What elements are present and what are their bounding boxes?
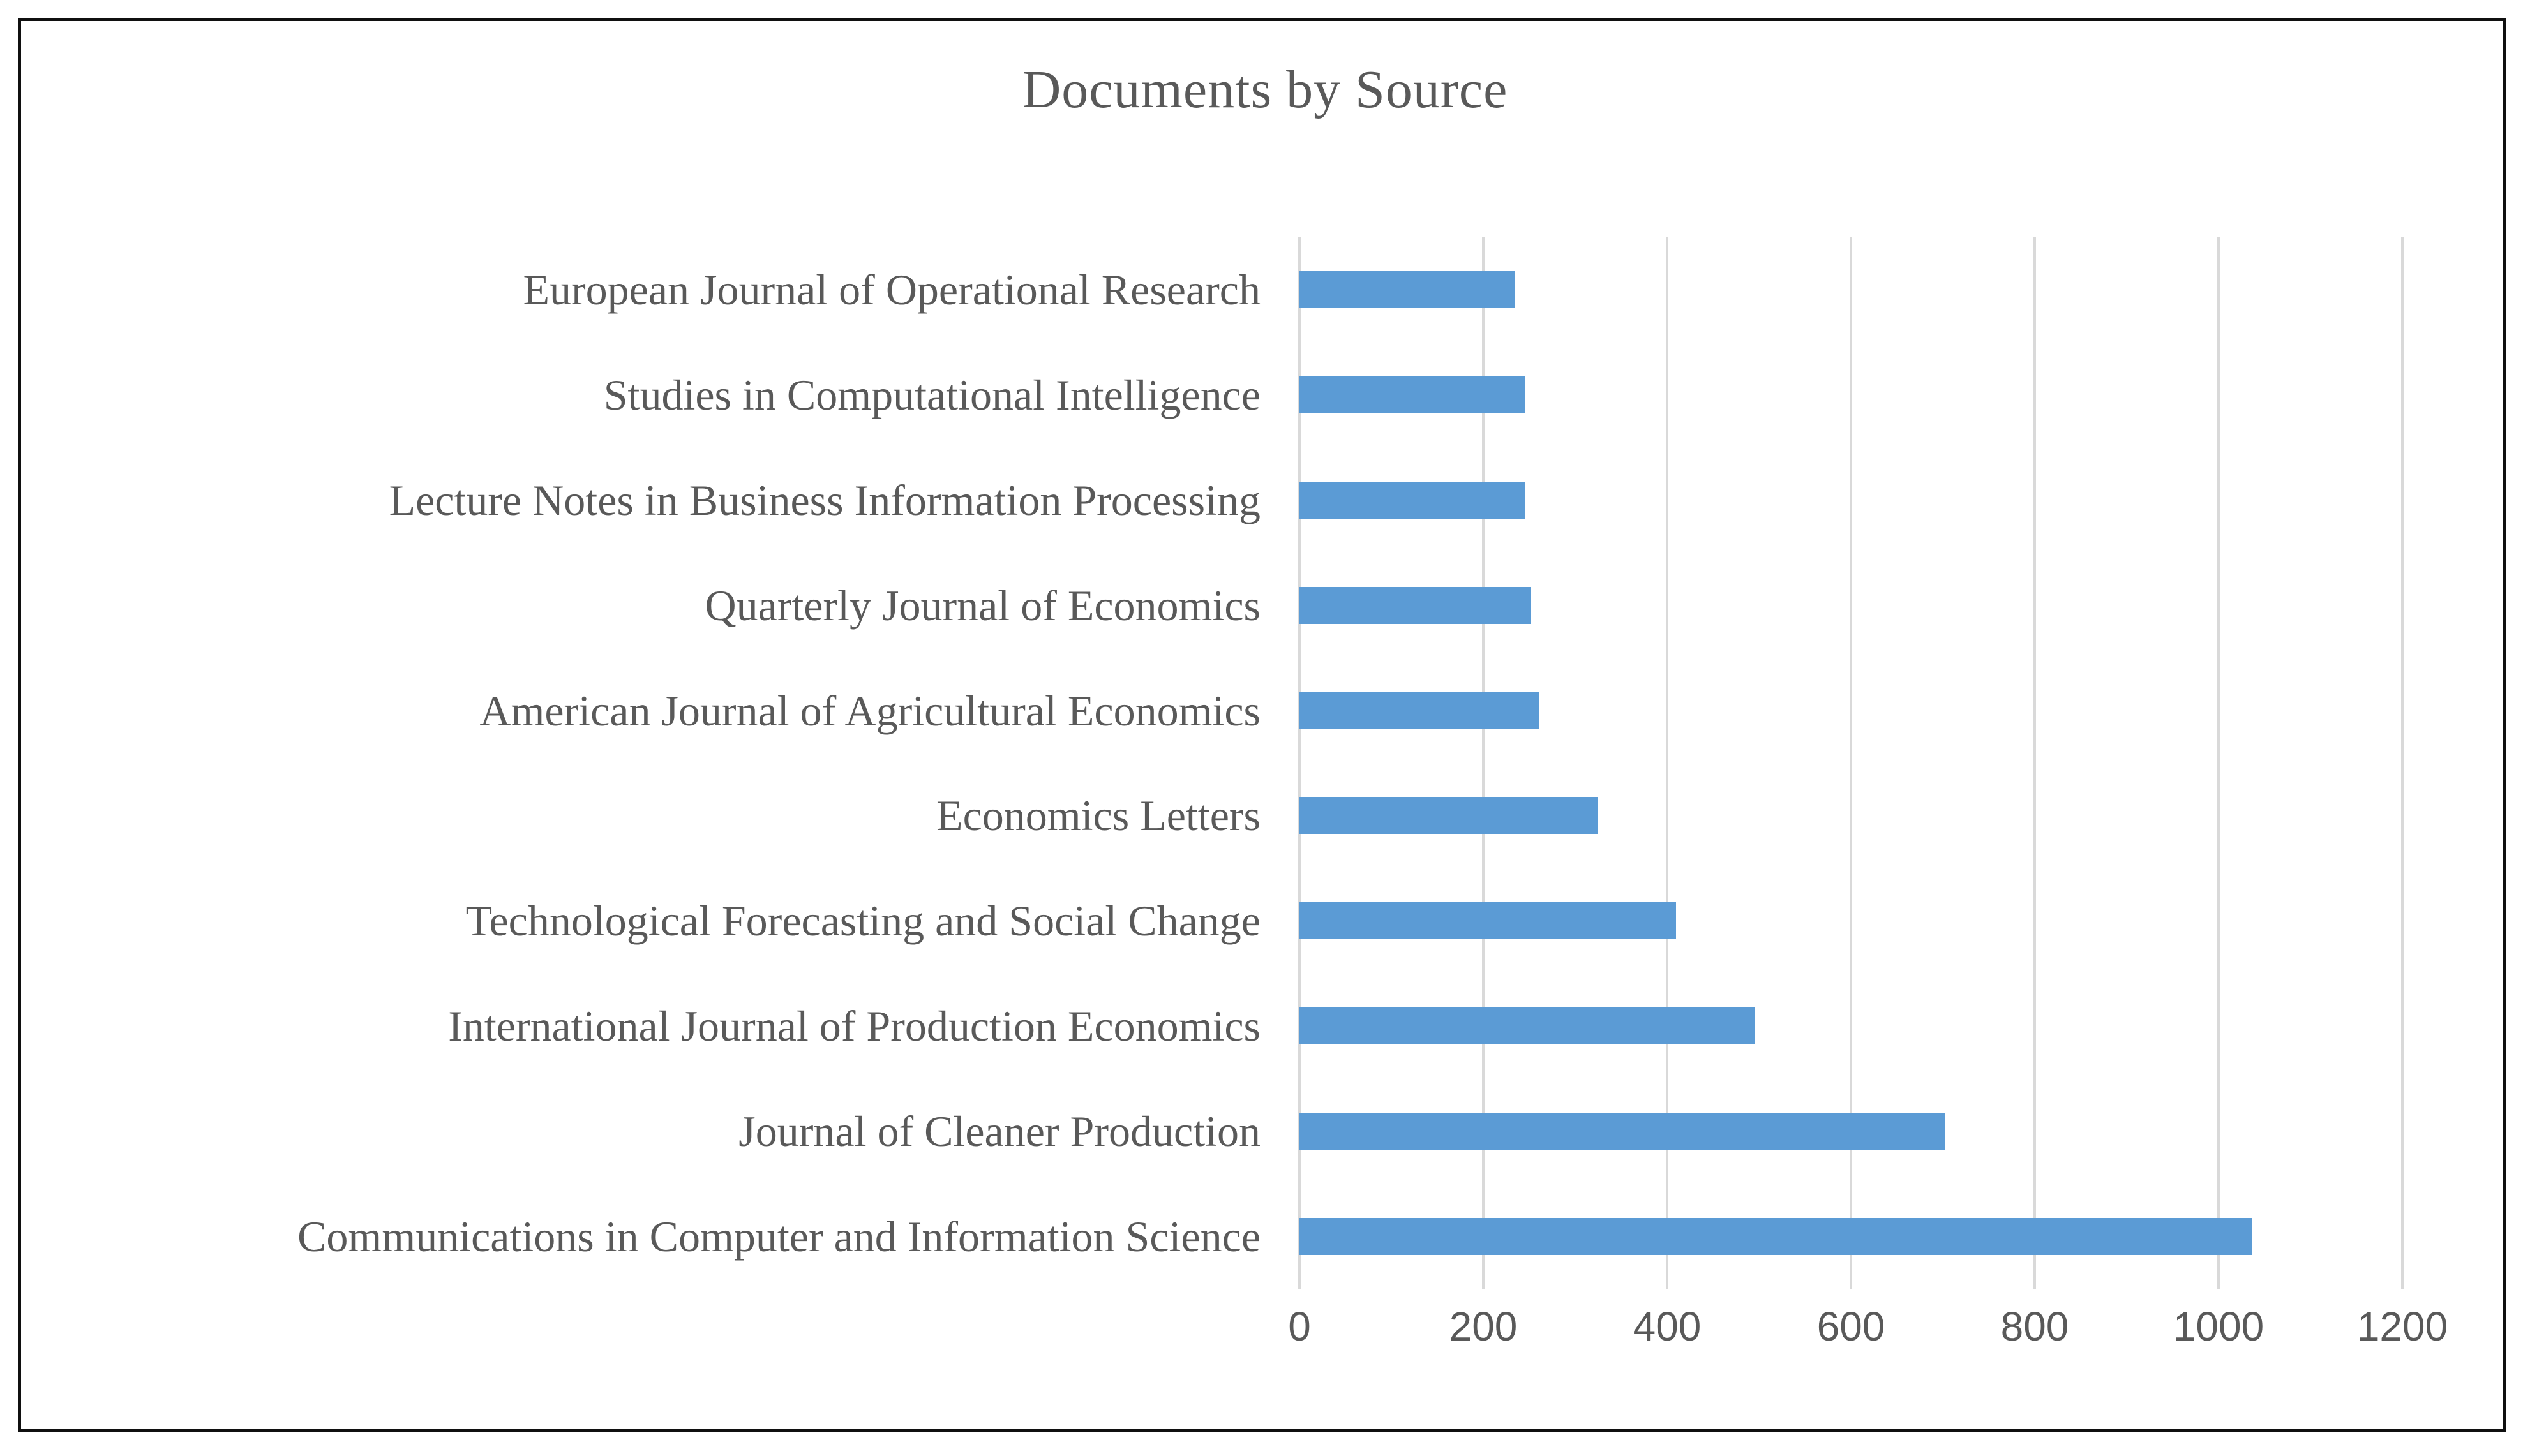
plot-area: European Journal of Operational Research…	[0, 237, 2530, 1289]
bar	[1299, 1007, 1756, 1044]
gridline-x-800	[2033, 237, 2036, 1289]
chart-title: Documents by Source	[1022, 60, 1508, 119]
bar	[1299, 376, 1525, 414]
x-tick-label: 200	[1449, 1304, 1518, 1349]
x-tick-label: 0	[1288, 1304, 1311, 1349]
x-axis: 0 200 400 600 800 1000 1200	[0, 1303, 2530, 1373]
category-label: American Journal of Agricultural Economi…	[479, 686, 1261, 735]
bar-row: Lecture Notes in Business Information Pr…	[0, 448, 2530, 553]
bar-row: Communications in Computer and Informati…	[0, 1184, 2530, 1289]
bar-row: International Journal of Production Econ…	[0, 974, 2530, 1079]
bar	[1299, 481, 1526, 519]
bar	[1299, 902, 1677, 940]
bar	[1299, 1217, 2253, 1255]
bar-row: European Journal of Operational Research	[0, 237, 2530, 343]
bar	[1299, 586, 1531, 624]
gridline-x-200	[1482, 237, 1485, 1289]
gridline-x-0	[1298, 237, 1301, 1289]
bar	[1299, 797, 1598, 835]
category-label: Technological Forecasting and Social Cha…	[465, 896, 1261, 946]
x-tick-label: 600	[1816, 1304, 1885, 1349]
category-label: Communications in Computer and Informati…	[297, 1212, 1261, 1261]
category-label: European Journal of Operational Research	[523, 265, 1261, 315]
category-label: Lecture Notes in Business Information Pr…	[389, 475, 1261, 524]
x-tick-label: 400	[1633, 1304, 1702, 1349]
bar-row: Economics Letters	[0, 763, 2530, 868]
gridline-x-1200	[2401, 237, 2404, 1289]
gridline-x-400	[1666, 237, 1668, 1289]
category-label: Studies in Computational Intelligence	[603, 371, 1261, 420]
category-label: Quarterly Journal of Economics	[705, 581, 1261, 630]
bar	[1299, 1112, 1945, 1150]
bar-row: Technological Forecasting and Social Cha…	[0, 868, 2530, 974]
gridline-x-600	[1850, 237, 1852, 1289]
bar-row: Quarterly Journal of Economics	[0, 553, 2530, 658]
x-tick-label: 800	[2000, 1304, 2069, 1349]
figure-border	[18, 18, 2506, 1432]
bar-row: Studies in Computational Intelligence	[0, 343, 2530, 448]
bar	[1299, 271, 1515, 309]
bar	[1299, 692, 1539, 729]
bar-row: Journal of Cleaner Production	[0, 1078, 2530, 1184]
category-label: Journal of Cleaner Production	[738, 1106, 1261, 1155]
x-tick-label: 1200	[2356, 1304, 2448, 1349]
gridline-x-1000	[2217, 237, 2220, 1289]
category-label: Economics Letters	[936, 791, 1261, 840]
bar-row: American Journal of Agricultural Economi…	[0, 658, 2530, 763]
category-label: International Journal of Production Econ…	[448, 1001, 1261, 1050]
x-tick-label: 1000	[2173, 1304, 2264, 1349]
